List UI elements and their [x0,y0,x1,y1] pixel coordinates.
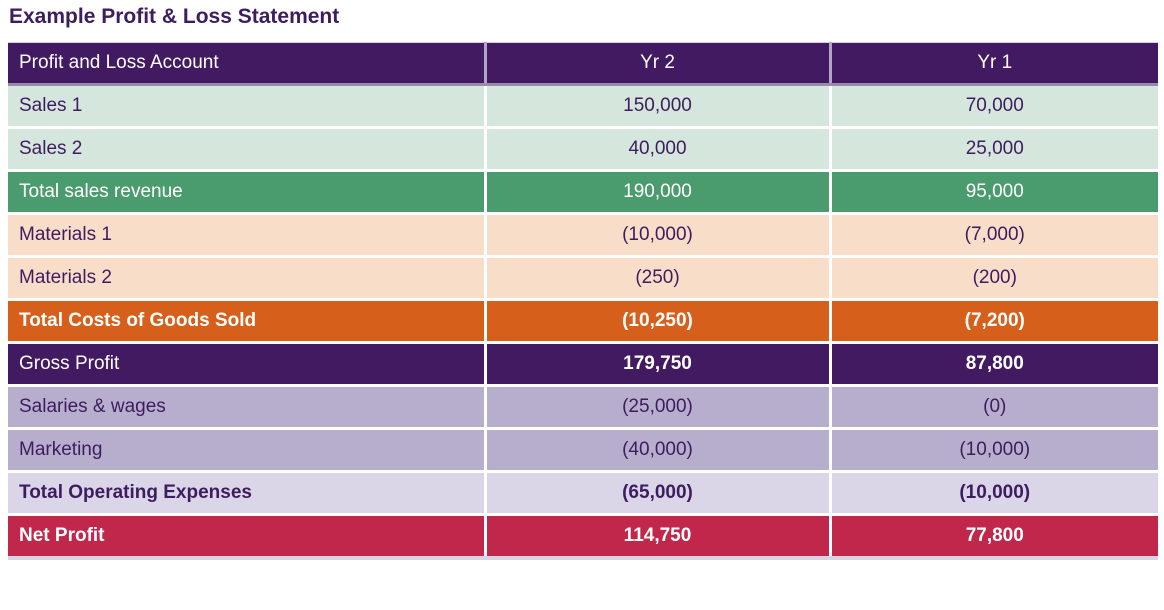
page-title: Example Profit & Loss Statement [9,5,340,28]
table-row: Total Costs of Goods Sold (10,250) (7,200) [8,299,1158,344]
cell-yr1: 25,000 [828,127,1158,172]
table-row: Marketing (40,000) (10,000) [8,428,1158,473]
cell-yr2: (40,000) [483,428,830,473]
row-label: Sales 1 [8,84,485,129]
row-label: Total Operating Expenses [8,471,485,516]
table-row: Sales 1 150,000 70,000 [8,84,1158,129]
row-label: Total Costs of Goods Sold [8,299,485,344]
table-row: Sales 2 40,000 25,000 [8,127,1158,172]
table-row: Total sales revenue 190,000 95,000 [8,170,1158,215]
cell-yr1: (7,000) [828,213,1158,258]
cell-yr1: (10,000) [828,428,1158,473]
table-header-row: Profit and Loss Account Yr 2 Yr 1 [8,42,1158,86]
row-label: Gross Profit [8,342,485,387]
row-label: Net Profit [8,514,485,560]
cell-yr2: 150,000 [483,84,830,129]
cell-yr2: (250) [483,256,830,301]
cell-yr1: (0) [828,385,1158,430]
table-row: Total Operating Expenses (65,000) (10,000) [8,471,1158,516]
table-row: Gross Profit 179,750 87,800 [8,342,1158,387]
cell-yr2: 190,000 [483,170,830,215]
row-label: Sales 2 [8,127,485,172]
row-label: Marketing [8,428,485,473]
cell-yr2: (65,000) [483,471,830,516]
cell-yr1: (200) [828,256,1158,301]
cell-yr1: 95,000 [828,170,1158,215]
cell-yr1: (7,200) [828,299,1158,344]
column-header-yr2: Yr 2 [483,42,830,86]
cell-yr1: 87,800 [828,342,1158,387]
row-label: Total sales revenue [8,170,485,215]
cell-yr1: (10,000) [828,471,1158,516]
cell-yr2: 40,000 [483,127,830,172]
row-label: Salaries & wages [8,385,485,430]
cell-yr2: (25,000) [483,385,830,430]
cell-yr2: 114,750 [483,514,830,560]
table-row: Net Profit 114,750 77,800 [8,514,1158,560]
column-header-account: Profit and Loss Account [8,42,485,86]
cell-yr2: (10,250) [483,299,830,344]
table-row: Materials 2 (250) (200) [8,256,1158,301]
row-label: Materials 1 [8,213,485,258]
page: Example Profit & Loss Statement Profit a… [8,5,1158,560]
table-row: Salaries & wages (25,000) (0) [8,385,1158,430]
table-body: Sales 1 150,000 70,000 Sales 2 40,000 25,000 T… [8,84,1158,560]
profit-loss-table: Profit and Loss Account Yr 2 Yr 1 Sales … [8,42,1158,560]
cell-yr1: 70,000 [828,84,1158,129]
row-label: Materials 2 [8,256,485,301]
column-header-yr1: Yr 1 [828,42,1158,86]
cell-yr2: 179,750 [483,342,830,387]
cell-yr2: (10,000) [483,213,830,258]
cell-yr1: 77,800 [828,514,1158,560]
table-row: Materials 1 (10,000) (7,000) [8,213,1158,258]
